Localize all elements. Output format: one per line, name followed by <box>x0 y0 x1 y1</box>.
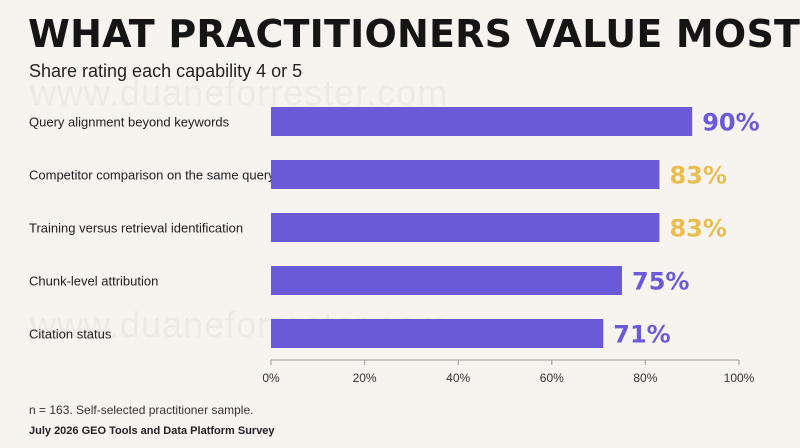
chart-subtitle: Share rating each capability 4 or 5 <box>29 61 303 81</box>
x-tick-label: 0% <box>262 371 280 385</box>
value-label: 71% <box>613 321 670 349</box>
x-tick-label: 20% <box>353 371 377 385</box>
x-tick-label: 40% <box>446 371 470 385</box>
value-label: 83% <box>669 215 726 243</box>
category-label: Training versus retrieval identification <box>29 221 243 236</box>
x-tick-label: 60% <box>540 371 564 385</box>
value-label: 83% <box>669 162 726 190</box>
bar <box>271 107 693 136</box>
value-label: 75% <box>632 268 689 296</box>
category-label: Competitor comparison on the same query <box>29 168 275 183</box>
chart-title: WHAT PRACTITIONERS VALUE MOST <box>28 12 800 56</box>
bar <box>271 319 604 348</box>
bar <box>271 266 622 295</box>
bar <box>271 213 660 242</box>
category-label: Query alignment beyond keywords <box>29 115 230 130</box>
watermark-top: www.duaneforrester.com <box>30 72 449 113</box>
bar <box>271 160 660 189</box>
x-tick-label: 80% <box>633 371 657 385</box>
sample-note: n = 163. Self-selected practitioner samp… <box>29 403 254 417</box>
value-label: 90% <box>702 109 759 137</box>
category-label: Chunk-level attribution <box>29 274 158 289</box>
x-tick-label: 100% <box>724 371 755 385</box>
source-credit: July 2026 GEO Tools and Data Platform Su… <box>29 425 275 437</box>
category-label: Citation status <box>29 327 112 342</box>
